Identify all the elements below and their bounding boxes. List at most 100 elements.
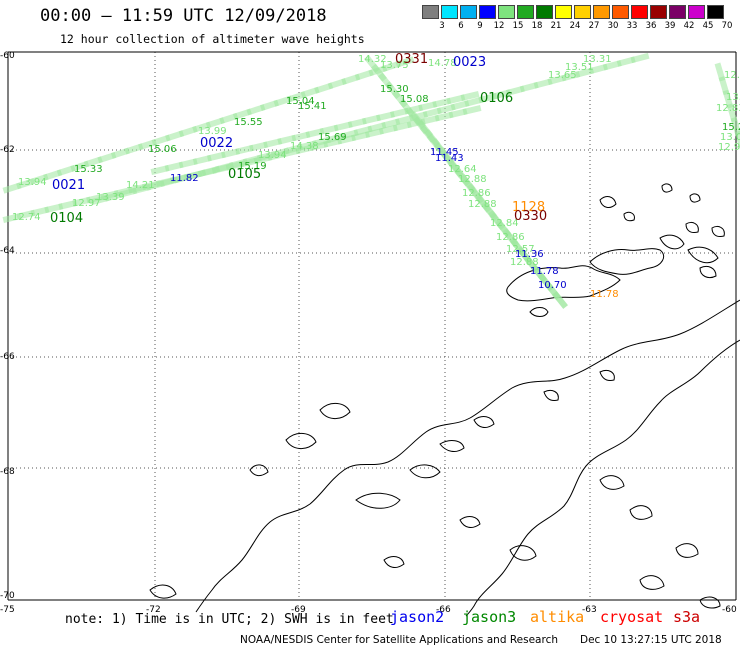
lat-label: -64 (0, 246, 15, 256)
pass-time-label: 1128 (512, 200, 545, 215)
scale-label: 24 (569, 21, 581, 31)
lat-label: -66 (0, 352, 15, 362)
track-mark (420, 114, 440, 125)
scale-swatch (498, 5, 515, 19)
pass-time-label: 0022 (200, 136, 233, 151)
track-mark (367, 122, 387, 133)
swh-label: 14.78 (428, 58, 457, 69)
swh-label: 15.19 (238, 161, 267, 172)
swh-label: 13.51 (565, 62, 594, 73)
track-mark (361, 114, 381, 125)
lon-label: -75 (0, 605, 15, 615)
track-mark (505, 85, 525, 96)
track-mark (347, 117, 367, 128)
swh-label: 15.08 (400, 94, 429, 105)
swh-label: 15.41 (298, 101, 327, 112)
swh-label: 15.04 (286, 96, 315, 107)
track-mark (351, 131, 370, 142)
track-mark (305, 127, 325, 139)
track-mark (448, 108, 468, 119)
scale-label: 18 (531, 21, 543, 31)
swh-label: 12.97 (72, 198, 101, 209)
swh-label: 11.78 (530, 266, 559, 277)
track-mark (432, 97, 452, 108)
track-mark (90, 194, 110, 206)
track-mark (187, 169, 207, 180)
track-mark (519, 81, 539, 93)
track-mark (235, 144, 254, 155)
scale-label: 42 (683, 21, 695, 31)
legend-note: note: 1) Time is in UTC; 2) SWH is in fe… (65, 612, 394, 627)
axis-labels: -60 -62 -64 -66 -68 -70 -75 -72 -69 -66 -63 -60 (0, 51, 737, 615)
swh-label: 14.32 (358, 54, 387, 65)
swh-label: 15.06 (148, 144, 177, 155)
satellite-jason2: jason2 (390, 608, 445, 626)
track-mark (446, 94, 466, 105)
swh-label: 12.88 (458, 174, 487, 185)
track-mark (395, 56, 415, 68)
graticule (7, 51, 737, 601)
track-mark (630, 52, 650, 64)
swh-label: 12.64 (448, 164, 477, 175)
chart-subtitle: 12 hour collection of altimeter wave hei… (60, 32, 365, 46)
swh-label: 12.86 (462, 188, 491, 199)
scale-label: 21 (550, 21, 562, 31)
scale-label: 36 (645, 21, 657, 31)
swh-label: 12.83 (716, 103, 740, 114)
track-mark (450, 100, 470, 111)
lon-label: -60 (722, 605, 737, 615)
satellite-jason3: jason3 (462, 608, 517, 626)
track-mark (312, 136, 331, 147)
swh-label: 11.43 (435, 153, 464, 164)
track-mark (325, 132, 345, 144)
track-mark (118, 187, 138, 198)
swh-label: 15.33 (74, 164, 103, 175)
lat-label: -70 (0, 591, 15, 601)
track-mark (460, 90, 480, 102)
track-mark (173, 173, 193, 184)
scale-label: 70 (721, 21, 733, 31)
lon-label: -69 (291, 605, 306, 615)
scale-swatch (593, 5, 610, 19)
track-mark (390, 107, 409, 118)
track-mark (30, 206, 50, 217)
scale-label: 9 (477, 21, 483, 31)
pass-time-label: 0104 (50, 211, 83, 226)
swh-label: 15.24 (722, 122, 740, 133)
track-mark (339, 129, 359, 140)
lon-label: -66 (436, 605, 451, 615)
scale-swatch (536, 5, 553, 19)
track-mark (364, 127, 384, 138)
scale-label: 33 (626, 21, 638, 31)
generated-timestamp: Dec 10 13:27:15 UTC 2018 (580, 634, 722, 646)
track-mark (422, 107, 442, 118)
scale-swatch (460, 5, 477, 19)
track-mark (201, 165, 221, 177)
swh-label: 12.57 (506, 244, 535, 255)
track-mark (333, 121, 353, 132)
pass-time-label: 0021 (52, 178, 85, 193)
track-mark (164, 161, 184, 172)
track-mark (229, 158, 248, 169)
scale-swatch (422, 5, 439, 19)
track-mark (353, 125, 373, 136)
track-mark (602, 60, 622, 71)
swh-label: 11.45 (430, 147, 459, 158)
track-mark (533, 78, 553, 89)
scale-label: 6 (458, 21, 464, 31)
scale-label: 45 (702, 21, 714, 31)
track-mark (561, 71, 581, 82)
scale-swatch (669, 5, 686, 19)
track-mark (221, 148, 240, 159)
lat-label: -60 (0, 51, 15, 61)
satellite-s3a: s3a (673, 608, 701, 626)
track-mark (478, 92, 498, 104)
swh-label: 15.55 (234, 117, 263, 128)
scale-swatch (688, 5, 705, 19)
swh-label: 13.75 (380, 60, 409, 71)
swh-label: 14.38 (290, 141, 319, 152)
swh-label: 12.88 (468, 199, 497, 210)
swh-label: 12.86 (496, 232, 525, 243)
